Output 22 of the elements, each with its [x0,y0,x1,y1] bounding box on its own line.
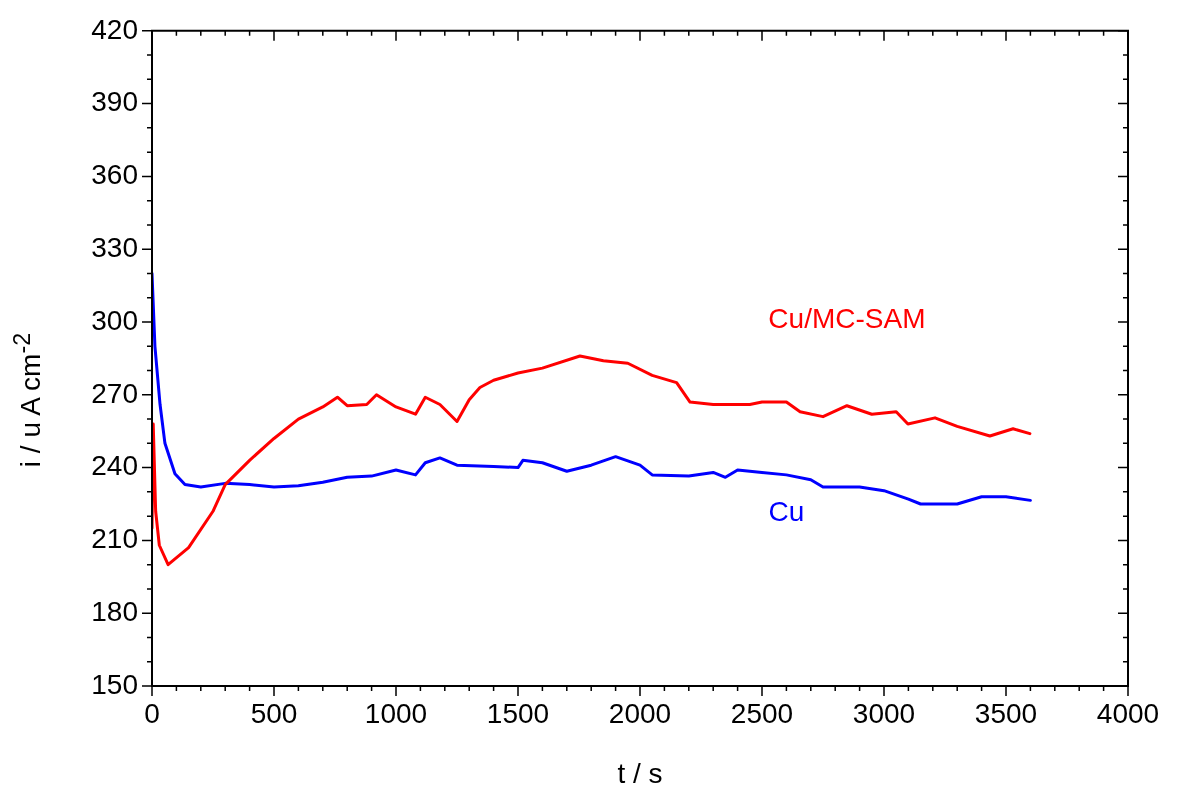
y-tick-label: 300 [91,304,138,336]
x-tick-label: 1000 [364,697,428,729]
x-tick-label: 2000 [608,697,672,729]
y-tick-label: 420 [91,13,138,45]
y-tick-label: 210 [91,523,138,555]
x-tick-label: 1500 [486,697,550,729]
y-tick-label: 150 [91,668,138,700]
x-tick-label: 3000 [852,697,916,729]
x-axis-title: t / s [616,758,664,790]
x-tick-label: 500 [250,697,298,729]
y-tick-label: 390 [91,86,138,118]
x-tick-label: 0 [144,697,160,729]
series-label: Cu [768,495,805,527]
y-tick-label: 240 [91,450,138,482]
text: Cu/MC-SAM [768,303,926,335]
x-tick-label: 3500 [974,697,1038,729]
y-tick-label: 180 [91,595,138,627]
y-tick-label: 330 [91,231,138,263]
y-tick-label: 270 [91,377,138,409]
y-tick-label: 360 [91,159,138,191]
x-tick-label: 2500 [730,697,794,729]
x-tick-label: 4000 [1096,697,1160,729]
